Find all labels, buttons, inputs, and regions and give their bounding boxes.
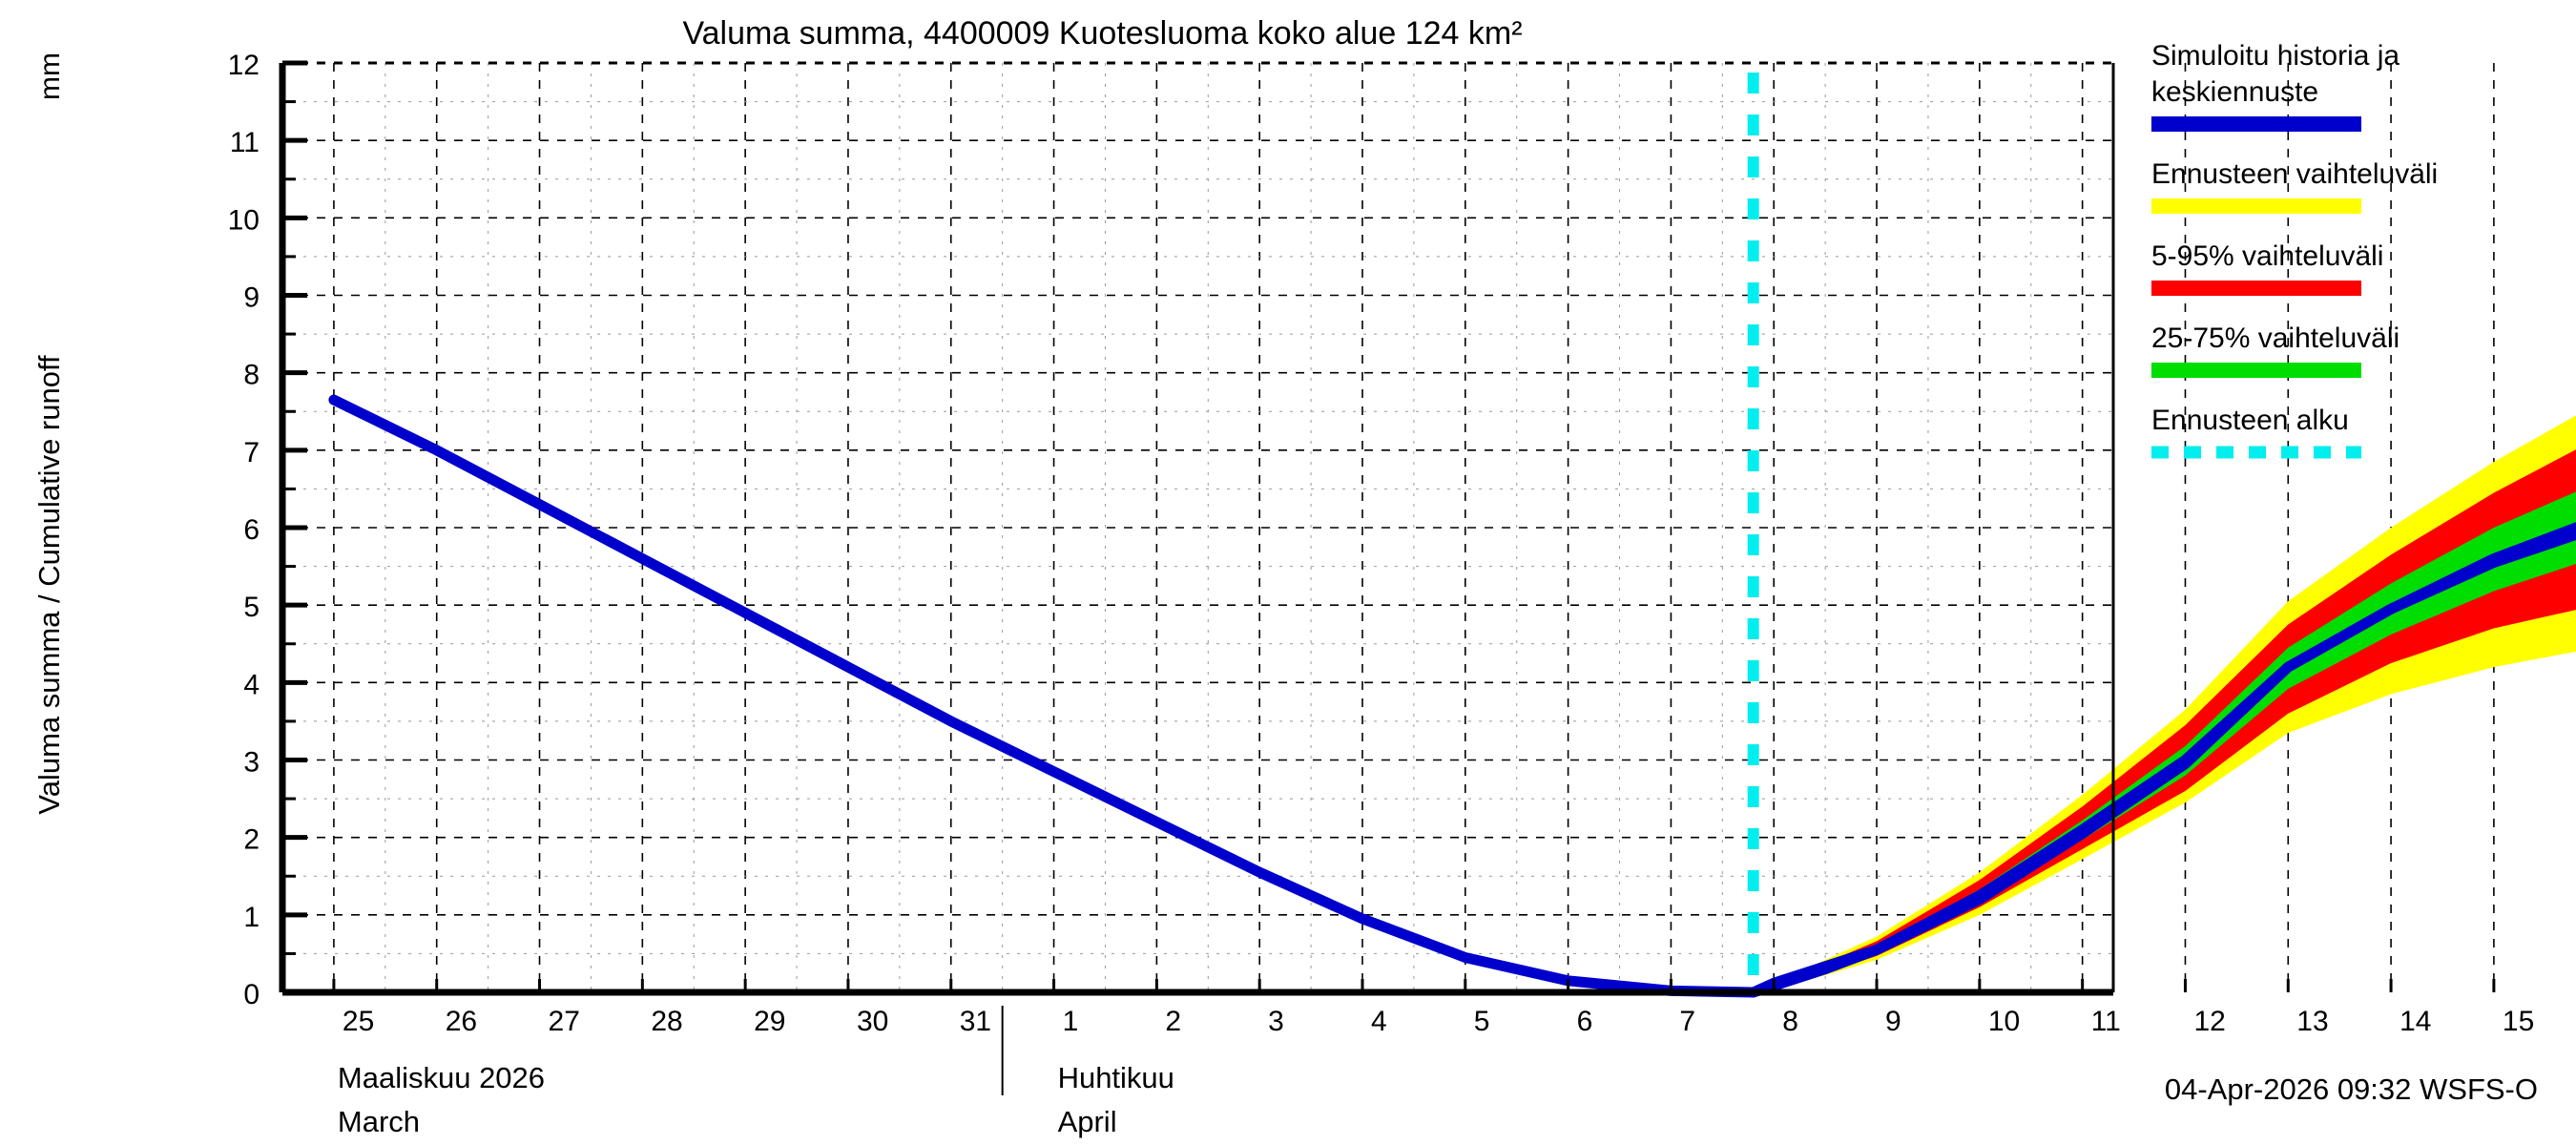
y-tick-label: 11 [230,127,260,158]
x-tick-label: 29 [754,1006,785,1037]
month-label-fi: Maaliskuu 2026 [338,1061,545,1094]
x-tick-label: 8 [1782,1006,1798,1037]
y-tick-label: 5 [243,592,260,623]
series-line-1 [1748,522,2576,998]
legend-swatch [2151,363,2361,378]
y-tick-label: 8 [243,360,260,391]
x-tick-label: 2 [1165,1006,1181,1037]
x-tick-labels: 252627282930311234567891011121314151617 [343,1006,2534,1037]
legend-label: keskiennuste [2151,76,2318,108]
month-label-en: March [338,1105,420,1138]
x-tick-label: 30 [857,1006,888,1037]
month-label-fi: Huhtikuu [1058,1061,1174,1094]
y-tick-label: 12 [228,50,260,81]
x-tick-label: 13 [2296,1006,2328,1037]
x-tick-label: 9 [1885,1006,1901,1037]
x-tick-label: 6 [1577,1006,1593,1037]
month-label-en: April [1058,1105,1117,1138]
band-1 [1753,449,2576,992]
month-labels: Maaliskuu 2026 March Huhtikuu April [338,1006,1174,1138]
legend-swatch [2151,116,2361,132]
y-tick-label: 2 [243,824,260,856]
axes [279,60,2496,996]
footer-timestamp: 04-Apr-2026 09:32 WSFS-O [2165,1072,2538,1106]
x-tick-label: 12 [2193,1006,2225,1037]
y-tick-label: 6 [243,514,260,546]
x-tick-label: 7 [1679,1006,1695,1037]
y-tick-label: 7 [243,437,260,468]
y-tick-label: 4 [243,669,260,700]
x-tick-label: 1 [1063,1006,1079,1037]
y-tick-label: 10 [228,204,260,236]
x-tick-label: 27 [549,1006,580,1037]
legend-swatch [2151,198,2361,214]
band-0 [1753,415,2576,992]
legend-label: 25-75% vaihteluväli [2151,323,2399,354]
legend-label: Ennusteen alku [2151,405,2349,436]
mean-forecast-lines [328,394,2576,998]
y-tick-label: 9 [243,282,260,314]
y-tick-label: 3 [243,747,260,779]
x-tick-label: 28 [651,1006,682,1037]
y-tick-label: 0 [243,979,260,1010]
legend-label: 5-95% vaihteluväli [2151,240,2383,272]
x-tick-label: 25 [343,1006,374,1037]
chart-legend: Simuloitu historia ja keskiennuste Ennuste… [2151,40,2438,459]
y-axis-unit: mm [34,52,66,100]
x-tick-label: 31 [960,1006,991,1037]
legend-label: Simuloitu historia ja [2151,40,2399,72]
x-tick-label: 26 [446,1006,477,1037]
x-tick-label: 10 [1988,1006,2020,1037]
y-tick-label: 1 [243,902,260,933]
legend-swatch [2151,281,2361,296]
x-tick-label: 15 [2503,1006,2534,1037]
x-tick-label: 4 [1371,1006,1387,1037]
legend-label: Ennusteen vaihteluväli [2151,158,2438,190]
x-tick-label: 5 [1474,1006,1490,1037]
x-tick-label: 14 [2399,1006,2431,1037]
y-axis-title: Valuma summa / Cumulative runoff [32,355,66,815]
x-tick-label: 3 [1268,1006,1284,1037]
x-tick-label: 11 [2091,1006,2121,1037]
page-title: Valuma summa, 4400009 Kuotesluoma koko a… [682,15,1522,52]
